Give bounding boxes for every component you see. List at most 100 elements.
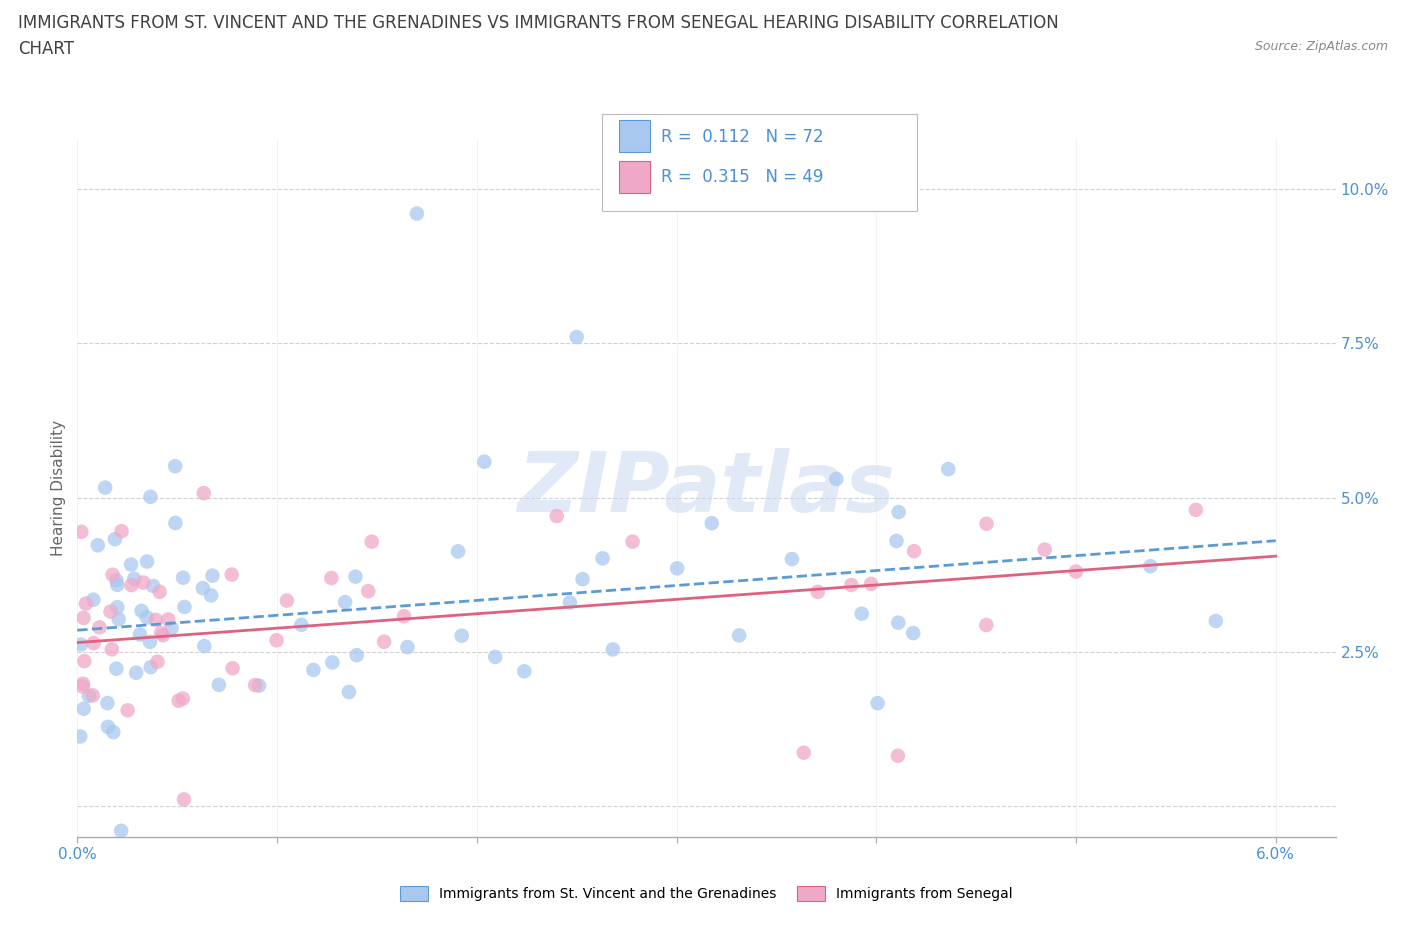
- Point: [1139, 559, 1161, 574]
- Point: [321, 655, 343, 670]
- Point: [110, 524, 132, 538]
- Point: [72, 679, 94, 694]
- Point: [167, 693, 190, 708]
- Point: [602, 642, 624, 657]
- Point: [75, 596, 97, 611]
- Point: [73, 654, 96, 669]
- Point: [208, 677, 231, 692]
- Point: [172, 570, 194, 585]
- Point: [146, 655, 169, 670]
- Point: [72, 610, 94, 625]
- Point: [357, 584, 380, 599]
- Point: [193, 485, 215, 500]
- Point: [1033, 542, 1056, 557]
- Point: [903, 544, 925, 559]
- Point: [101, 642, 124, 657]
- Point: [841, 578, 863, 592]
- Point: [69, 729, 91, 744]
- Text: Source: ZipAtlas.com: Source: ZipAtlas.com: [1254, 40, 1388, 53]
- Point: [450, 628, 472, 643]
- Point: [70, 637, 93, 652]
- Point: [97, 720, 120, 735]
- Point: [120, 557, 142, 572]
- Point: [321, 571, 343, 586]
- Point: [139, 634, 162, 649]
- Point: [122, 571, 145, 586]
- Point: [105, 600, 128, 615]
- Text: R =  0.315   N = 49: R = 0.315 N = 49: [661, 167, 823, 186]
- Point: [793, 745, 815, 760]
- Point: [886, 534, 908, 549]
- Point: [887, 616, 910, 631]
- Point: [373, 634, 395, 649]
- Point: [337, 684, 360, 699]
- Point: [103, 724, 125, 739]
- Point: [558, 595, 581, 610]
- Point: [105, 573, 128, 588]
- Point: [172, 691, 194, 706]
- Point: [621, 534, 644, 549]
- Point: [89, 620, 111, 635]
- Point: [73, 701, 96, 716]
- Point: [70, 525, 93, 539]
- Point: [851, 606, 873, 621]
- Point: [780, 551, 803, 566]
- Point: [87, 538, 110, 552]
- Point: [136, 554, 159, 569]
- Point: [936, 461, 959, 476]
- Point: [82, 592, 104, 607]
- Point: [132, 575, 155, 590]
- Point: [887, 505, 910, 520]
- Point: [866, 696, 889, 711]
- Point: [96, 696, 118, 711]
- Text: ZIPatlas: ZIPatlas: [517, 447, 896, 529]
- Point: [728, 628, 751, 643]
- Point: [700, 516, 723, 531]
- Point: [82, 688, 104, 703]
- Point: [104, 532, 127, 547]
- Point: [101, 567, 124, 582]
- Point: [396, 640, 419, 655]
- Point: [72, 676, 94, 691]
- Point: [266, 632, 288, 647]
- Point: [1185, 502, 1208, 517]
- Point: [131, 604, 153, 618]
- Point: [150, 625, 173, 640]
- Point: [191, 580, 214, 595]
- Point: [976, 516, 998, 531]
- Point: [860, 577, 883, 591]
- Text: IMMIGRANTS FROM ST. VINCENT AND THE GRENADINES VS IMMIGRANTS FROM SENEGAL HEARIN: IMMIGRANTS FROM ST. VINCENT AND THE GREN…: [18, 14, 1059, 32]
- Point: [472, 454, 495, 469]
- Point: [125, 665, 148, 680]
- Point: [302, 662, 325, 677]
- Point: [825, 472, 848, 486]
- Point: [94, 480, 117, 495]
- Point: [165, 515, 187, 530]
- Point: [1064, 565, 1087, 579]
- Point: [105, 578, 128, 592]
- Point: [160, 620, 183, 635]
- Point: [221, 567, 243, 582]
- Point: [139, 659, 162, 674]
- Point: [887, 749, 910, 764]
- Point: [77, 688, 100, 703]
- Point: [193, 639, 215, 654]
- Point: [484, 649, 506, 664]
- Point: [392, 609, 415, 624]
- Point: [201, 568, 224, 583]
- Point: [100, 604, 122, 619]
- Point: [1205, 614, 1227, 629]
- Point: [666, 561, 689, 576]
- Legend: Immigrants from St. Vincent and the Grenadines, Immigrants from Senegal: Immigrants from St. Vincent and the Gren…: [395, 881, 1018, 907]
- Point: [546, 509, 568, 524]
- Point: [221, 661, 243, 676]
- Point: [142, 578, 165, 593]
- Point: [513, 664, 536, 679]
- Point: [901, 626, 924, 641]
- Point: [247, 678, 270, 693]
- Point: [121, 578, 143, 592]
- Point: [149, 584, 172, 599]
- Point: [447, 544, 470, 559]
- Point: [145, 612, 167, 627]
- Point: [333, 594, 356, 609]
